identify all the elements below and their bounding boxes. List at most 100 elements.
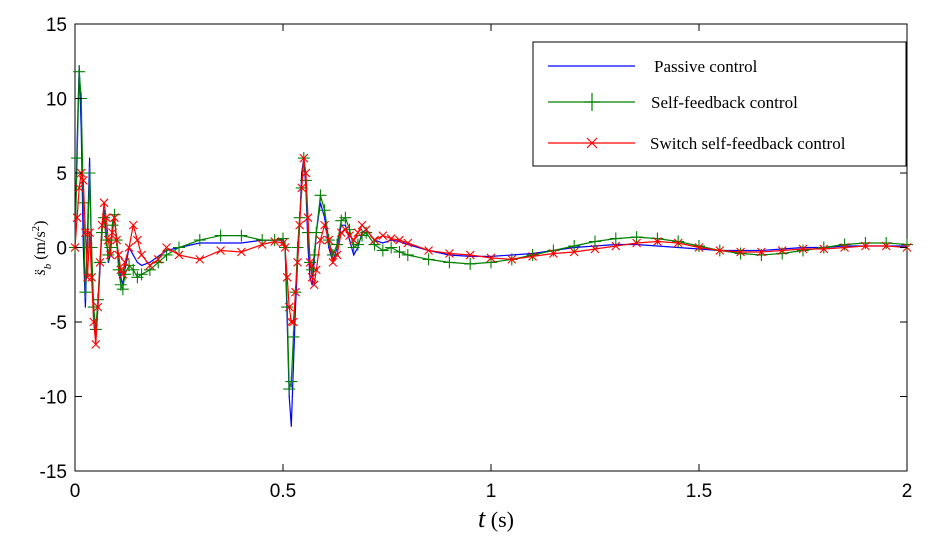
data-point bbox=[112, 235, 121, 245]
data-point bbox=[137, 250, 146, 260]
data-point bbox=[160, 248, 173, 261]
data-point bbox=[672, 235, 685, 248]
data-point bbox=[339, 211, 352, 224]
data-point bbox=[331, 238, 344, 251]
y-axis-label-part-4: ) bbox=[32, 220, 49, 225]
legend-label: Switch self-feedback control bbox=[650, 134, 846, 153]
data-point bbox=[344, 224, 346, 226]
data-point bbox=[361, 225, 371, 235]
data-point bbox=[83, 272, 92, 282]
data-point bbox=[87, 272, 97, 282]
data-point bbox=[216, 246, 225, 255]
data-point bbox=[301, 172, 303, 174]
series-layer bbox=[69, 65, 913, 427]
data-point bbox=[819, 244, 829, 254]
y-tick-label: 0 bbox=[56, 239, 67, 260]
data-point bbox=[398, 240, 401, 243]
data-point bbox=[309, 276, 311, 278]
data-point bbox=[569, 247, 579, 257]
data-point bbox=[390, 239, 392, 241]
data-point bbox=[859, 237, 872, 250]
data-point bbox=[297, 183, 307, 193]
data-point bbox=[611, 241, 621, 251]
data-point bbox=[632, 238, 641, 248]
data-point bbox=[307, 272, 317, 282]
data-point bbox=[324, 235, 334, 245]
data-point bbox=[336, 228, 346, 237]
data-point bbox=[817, 241, 830, 254]
data-point bbox=[240, 242, 242, 244]
data-point bbox=[395, 235, 404, 245]
data-point bbox=[736, 247, 745, 257]
data-point bbox=[287, 330, 300, 343]
data-point bbox=[314, 189, 327, 202]
data-point bbox=[99, 198, 109, 208]
data-point bbox=[901, 238, 913, 251]
data-point bbox=[136, 261, 138, 263]
data-point bbox=[403, 238, 413, 248]
data-point bbox=[291, 287, 300, 297]
data-point bbox=[112, 263, 125, 276]
data-point bbox=[332, 250, 342, 260]
data-point bbox=[133, 235, 142, 245]
data-point bbox=[286, 317, 296, 327]
data-point bbox=[353, 254, 355, 256]
data-point bbox=[385, 241, 398, 254]
data-point bbox=[127, 263, 140, 276]
data-point bbox=[110, 213, 119, 223]
data-point bbox=[341, 225, 350, 235]
data-point bbox=[288, 395, 290, 398]
data-point bbox=[656, 245, 659, 247]
data-point bbox=[547, 244, 560, 257]
x-axis-label-var: t bbox=[478, 504, 486, 533]
data-point bbox=[311, 284, 313, 286]
data-point bbox=[100, 234, 113, 247]
legend-label: Passive control bbox=[654, 57, 758, 76]
legend: Passive control Self-feedback control Swit… bbox=[532, 41, 907, 167]
y-axis-label-part-3: 2 bbox=[30, 226, 42, 232]
data-point bbox=[295, 220, 305, 230]
data-point bbox=[195, 255, 205, 264]
x-axis-label: t (s) bbox=[478, 504, 514, 533]
series-line bbox=[74, 158, 908, 345]
data-point bbox=[370, 235, 379, 245]
data-point bbox=[257, 240, 267, 249]
data-point bbox=[235, 229, 248, 242]
y-tick-label: 5 bbox=[56, 164, 67, 185]
data-point bbox=[97, 220, 107, 230]
data-point bbox=[757, 247, 766, 257]
data-point bbox=[237, 247, 246, 257]
data-point bbox=[278, 238, 288, 248]
data-point bbox=[108, 228, 117, 237]
data-point bbox=[353, 228, 363, 237]
data-point bbox=[73, 65, 86, 78]
data-point bbox=[318, 204, 331, 217]
data-point bbox=[507, 255, 517, 264]
data-point bbox=[299, 153, 309, 163]
data-point bbox=[401, 248, 414, 261]
y-axis-label-part-2: (m/s bbox=[32, 231, 49, 263]
data-point bbox=[89, 323, 102, 336]
data-point bbox=[85, 228, 94, 237]
data-point bbox=[838, 238, 851, 251]
data-point bbox=[114, 250, 124, 260]
data-point bbox=[694, 243, 704, 252]
data-point bbox=[348, 239, 351, 241]
data-point bbox=[289, 317, 298, 327]
data-point bbox=[85, 241, 98, 254]
data-point bbox=[307, 246, 309, 249]
data-point bbox=[486, 253, 496, 263]
data-point bbox=[149, 261, 151, 263]
data-point bbox=[153, 255, 163, 264]
data-point bbox=[102, 248, 115, 261]
data-point bbox=[424, 246, 433, 255]
data-point bbox=[88, 157, 91, 159]
data-point bbox=[290, 425, 292, 427]
data-point bbox=[378, 231, 388, 240]
data-point bbox=[162, 243, 171, 252]
data-point bbox=[284, 302, 294, 312]
data-point bbox=[653, 237, 662, 246]
data-point bbox=[465, 250, 475, 260]
data-point bbox=[445, 249, 454, 258]
